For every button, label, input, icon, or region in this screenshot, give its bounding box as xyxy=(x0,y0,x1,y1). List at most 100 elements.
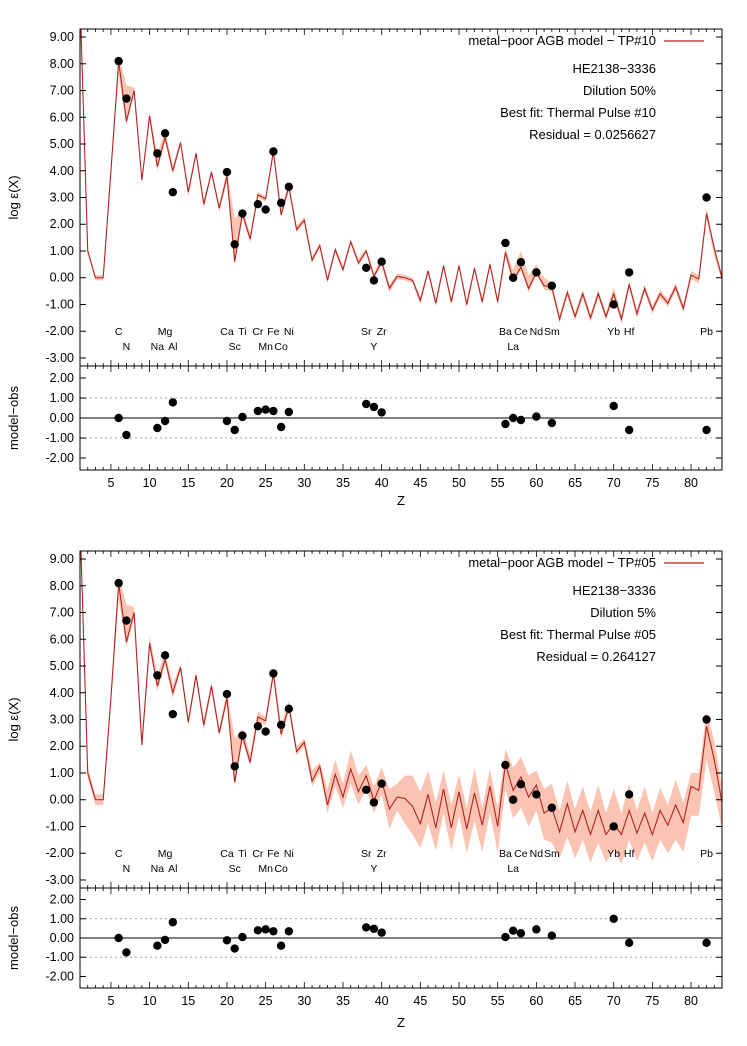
annotation-text: Residual = 0.264127 xyxy=(536,649,656,664)
residual-point xyxy=(702,425,711,435)
element-label: Hf xyxy=(624,848,635,860)
residual-point xyxy=(230,944,239,953)
residual-point xyxy=(547,931,557,940)
observation-point xyxy=(168,709,178,719)
x-tick-label: 60 xyxy=(529,476,543,490)
x-tick-label: 40 xyxy=(375,994,389,1008)
y-tick-label: -1.00 xyxy=(46,297,75,311)
residual-point xyxy=(508,413,518,423)
x-tick-label: 30 xyxy=(297,476,311,490)
residual-point xyxy=(168,918,178,927)
element-label: La xyxy=(507,341,519,353)
annotation-text: Residual = 0.0256627 xyxy=(529,127,656,142)
residual-point xyxy=(624,938,634,948)
observation-point xyxy=(624,268,634,277)
observation-point xyxy=(516,780,526,789)
observation-point xyxy=(160,129,170,138)
x-tick-label: 10 xyxy=(143,476,157,490)
residual-point xyxy=(609,914,618,923)
y-tick-label: 0.00 xyxy=(50,271,74,285)
observation-point xyxy=(369,276,379,285)
y-tick-label: 1.00 xyxy=(50,244,74,258)
element-label: Mg xyxy=(158,848,173,860)
observation-point xyxy=(168,187,178,197)
annotation-text: Dilution 5% xyxy=(590,605,656,620)
y-tick-label: 5.00 xyxy=(50,659,74,673)
residual-point xyxy=(532,412,541,421)
residual-point xyxy=(377,408,386,417)
residual-point xyxy=(361,923,371,932)
element-label: Co xyxy=(274,341,288,353)
element-label: Mn xyxy=(258,341,273,353)
observation-point xyxy=(122,94,131,103)
observation-point xyxy=(609,300,618,309)
residual-y-tick-label: -2.00 xyxy=(46,969,75,983)
element-label: Ba xyxy=(499,848,512,860)
x-tick-label: 50 xyxy=(452,994,466,1008)
observation-point xyxy=(501,760,510,770)
observation-point xyxy=(238,731,247,740)
observation-point xyxy=(532,268,541,277)
element-label: Y xyxy=(370,341,377,353)
element-label: Co xyxy=(274,863,288,875)
y-tick-label: 8.00 xyxy=(50,57,74,71)
x-tick-label: 80 xyxy=(684,994,698,1008)
observation-point xyxy=(369,798,379,807)
residual-point xyxy=(114,413,123,423)
observation-point xyxy=(122,616,131,625)
observation-point xyxy=(547,803,557,812)
y-tick-label: 7.00 xyxy=(50,606,74,620)
annotation-text: HE2138−3336 xyxy=(573,61,657,76)
x-tick-label: 70 xyxy=(607,994,621,1008)
element-label: Sc xyxy=(229,863,241,875)
element-label: Ba xyxy=(499,326,512,338)
observation-point xyxy=(508,273,518,282)
element-label: Cr xyxy=(252,326,264,338)
element-label: Y xyxy=(370,863,377,875)
residual-y-tick-label: -1.00 xyxy=(46,431,75,445)
annotation-text: Best fit: Thermal Pulse #05 xyxy=(500,627,656,642)
element-label: C xyxy=(115,848,123,860)
observation-point xyxy=(377,779,386,788)
y-tick-label: 8.00 xyxy=(50,579,74,593)
residual-y-tick-label: 1.00 xyxy=(50,912,74,926)
annotation-text: Best fit: Thermal Pulse #10 xyxy=(500,105,656,120)
element-label: Na xyxy=(151,863,165,875)
residual-point xyxy=(516,928,526,938)
chart-panel-1: CN Na Mg Al Ca Sc Ti Cr Mn Fe Co Ni Sr YZr Ba La Ce Nd Sm Y… xyxy=(6,28,723,508)
x-tick-label: 5 xyxy=(107,994,114,1008)
residual-point xyxy=(624,425,634,435)
residual-point xyxy=(253,926,263,935)
element-label: Pb xyxy=(700,326,713,338)
element-label: N xyxy=(123,341,131,353)
y-tick-label: 7.00 xyxy=(50,84,74,98)
y-tick-label: 4.00 xyxy=(50,164,74,178)
residual-point xyxy=(284,407,294,417)
main-plot-area xyxy=(80,551,722,864)
element-label: C xyxy=(115,326,123,338)
y-tick-label: 6.00 xyxy=(50,110,74,124)
observation-point xyxy=(276,720,286,730)
residual-y-axis-label: model−obs xyxy=(6,906,21,970)
residual-y-tick-label: 2.00 xyxy=(50,371,74,385)
x-tick-label: 45 xyxy=(413,476,427,490)
observation-point xyxy=(284,704,294,714)
x-tick-label: 80 xyxy=(684,476,698,490)
model-line xyxy=(80,29,722,322)
legend-label: metal−poor AGB model − TP#05 xyxy=(468,555,656,570)
residual-y-axis-label: model−obs xyxy=(6,386,21,450)
element-label: Al xyxy=(168,863,177,875)
main-plot-area xyxy=(80,29,722,324)
x-tick-label: 75 xyxy=(645,994,659,1008)
observation-point xyxy=(153,149,162,158)
residual-y-tick-label: 1.00 xyxy=(50,391,74,405)
observation-point xyxy=(609,822,618,831)
y-tick-label: 2.00 xyxy=(50,217,74,231)
x-axis-label: Z xyxy=(397,1015,405,1030)
main-plot-frame xyxy=(79,28,723,367)
observation-point xyxy=(702,715,711,724)
observation-point xyxy=(114,578,123,588)
residual-point xyxy=(230,425,239,435)
residual-point xyxy=(114,933,123,943)
